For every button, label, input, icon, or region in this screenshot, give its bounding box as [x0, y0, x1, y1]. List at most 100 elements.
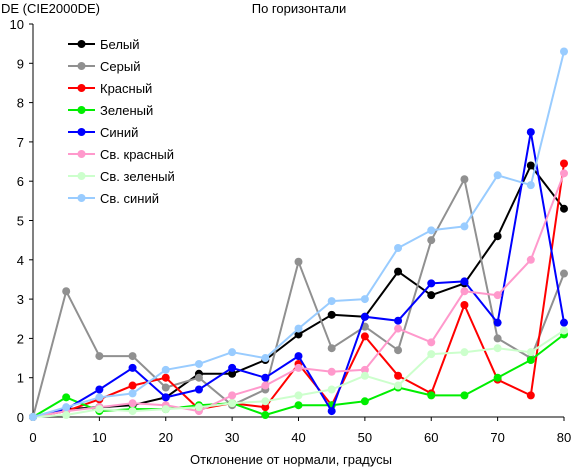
data-point [493, 291, 502, 300]
data-point [526, 255, 535, 264]
data-point [394, 267, 403, 276]
data-point [161, 373, 170, 382]
data-point [560, 204, 568, 213]
data-point [360, 365, 369, 374]
data-point [228, 399, 237, 408]
data-point [294, 257, 303, 266]
data-point [394, 371, 403, 380]
data-point [294, 324, 303, 333]
data-point [327, 310, 336, 319]
legend-item: Св. зеленый [68, 169, 175, 184]
data-point [294, 363, 303, 372]
data-point [95, 393, 104, 402]
data-point [128, 363, 137, 372]
data-point [493, 334, 502, 343]
legend-marker [77, 106, 86, 114]
data-point [427, 391, 436, 400]
data-point [161, 393, 170, 402]
legend-label: Красный [100, 81, 152, 96]
data-point [427, 291, 436, 300]
legend-marker [77, 84, 86, 92]
x-tick-label: 20 [159, 430, 173, 445]
data-point [493, 232, 502, 241]
data-point [294, 401, 303, 410]
y-tick-label: 10 [10, 17, 24, 32]
data-point [194, 359, 203, 368]
y-axis-label: DE (CIE2000DE) [1, 1, 100, 16]
data-point [95, 405, 104, 414]
x-tick-label: 80 [557, 430, 571, 445]
legend-label: Синий [100, 125, 138, 140]
data-point [128, 389, 137, 398]
data-point [360, 312, 369, 321]
data-point [493, 318, 502, 327]
y-tick-label: 3 [17, 292, 24, 307]
legend-marker [77, 150, 86, 158]
data-point [394, 244, 403, 253]
legend-label: Св. красный [100, 147, 174, 162]
data-point [460, 222, 469, 231]
series-2 [29, 175, 568, 421]
y-tick-label: 6 [17, 174, 24, 189]
data-point [493, 373, 502, 382]
y-tick-label: 1 [17, 371, 24, 386]
x-axis-label: Отклонение от нормали, градусы [190, 452, 392, 467]
data-point [360, 371, 369, 380]
data-point [394, 324, 403, 333]
data-point [460, 287, 469, 296]
series-8 [29, 47, 568, 421]
legend-label: Белый [100, 37, 140, 52]
data-point [327, 344, 336, 353]
data-point [394, 316, 403, 325]
data-point [294, 391, 303, 400]
data-point [327, 385, 336, 394]
data-point [560, 318, 568, 327]
legend-item: Зеленый [68, 103, 153, 118]
y-tick-label: 9 [17, 56, 24, 71]
data-point [526, 161, 535, 170]
data-point [261, 354, 270, 363]
data-point [194, 385, 203, 394]
data-point [526, 391, 535, 400]
data-point [29, 413, 37, 421]
data-point [460, 175, 469, 184]
data-point [194, 403, 203, 412]
data-point [128, 399, 137, 408]
legend-item: Синий [68, 125, 138, 140]
data-point [526, 128, 535, 137]
data-point [261, 411, 270, 420]
axes: 0 1 2 3 4 5 6 7 8 9 10 0 10 20 30 40 50 60 70 80 [10, 17, 571, 445]
data-point [327, 297, 336, 306]
legend-marker [77, 62, 86, 70]
data-point [228, 369, 237, 378]
data-point [261, 397, 270, 406]
data-point [460, 300, 469, 309]
data-point [460, 391, 469, 400]
data-point [560, 269, 568, 278]
data-point [95, 352, 104, 361]
data-point [294, 352, 303, 361]
data-point [128, 352, 137, 361]
legend-item: Св. красный [68, 147, 174, 162]
legend-label: Серый [100, 59, 140, 74]
data-point [560, 47, 568, 56]
data-point [228, 348, 237, 357]
legend-item: Белый [68, 37, 140, 52]
x-tick-label: 40 [291, 430, 305, 445]
legend-label: Св. зеленый [100, 169, 175, 184]
legend-label: Св. синий [100, 191, 159, 206]
x-tick-label: 0 [29, 430, 36, 445]
legend-marker [77, 194, 86, 202]
data-point [327, 367, 336, 376]
series-7 [29, 326, 568, 421]
legend-item: Св. синий [68, 191, 159, 206]
data-point [128, 407, 137, 416]
data-point [427, 236, 436, 245]
series-layer [29, 47, 568, 421]
legend-label: Зеленый [100, 103, 153, 118]
data-point [62, 403, 71, 412]
data-point [360, 332, 369, 341]
data-point [128, 381, 137, 390]
data-point [460, 277, 469, 286]
